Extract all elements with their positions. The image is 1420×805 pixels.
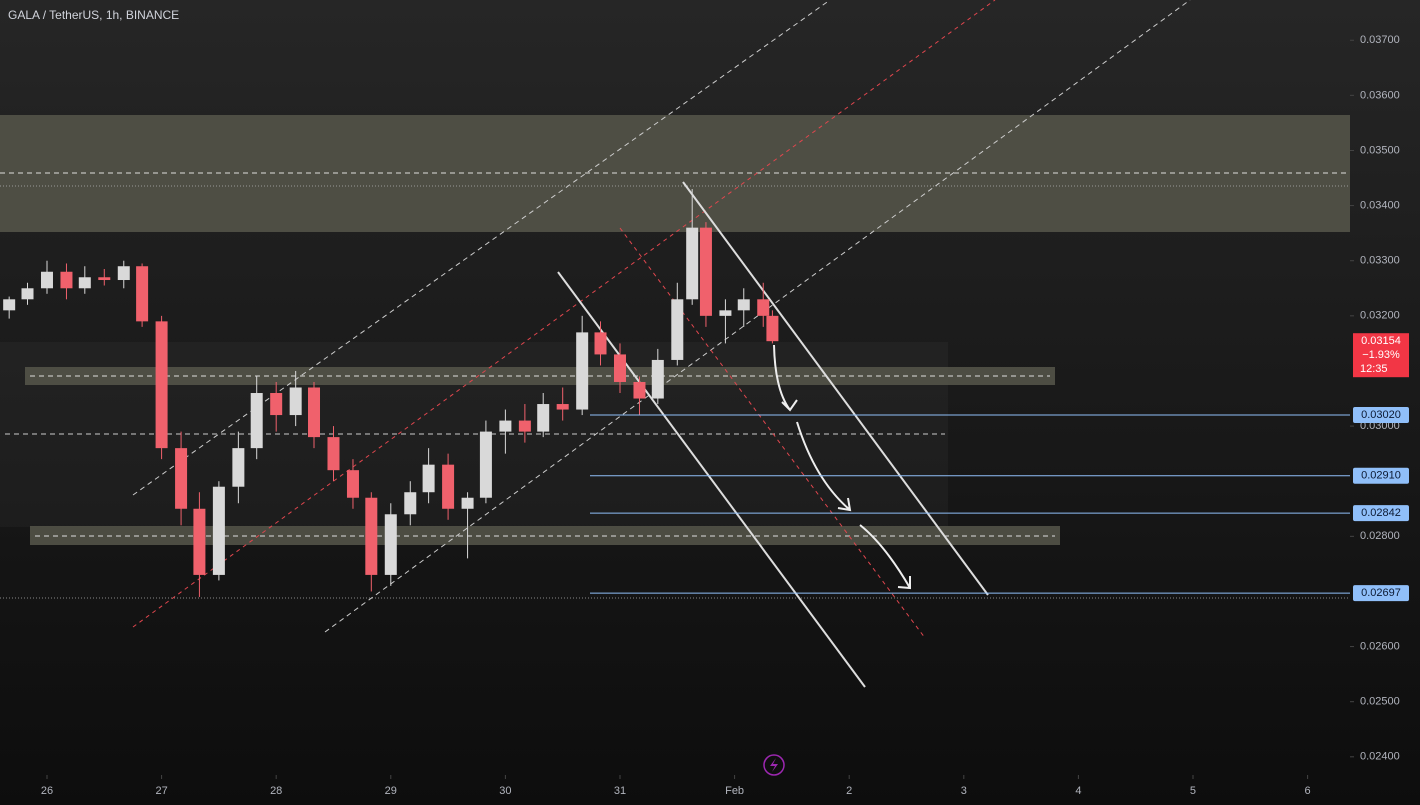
chart-title: GALA / TetherUS, 1h, BINANCE [8,8,179,22]
x-tick-label: Feb [725,785,744,797]
channel-line [324,0,1191,633]
candle-body [40,271,53,289]
y-tick-label: 0.03400 [1360,200,1400,212]
candle-body [193,508,206,575]
candle-body [737,299,750,311]
candle-body [60,271,73,289]
y-tick-label: 0.02600 [1360,640,1400,652]
candle-body [21,288,34,300]
candle-body [175,448,188,509]
y-tick-label: 0.02500 [1360,696,1400,708]
candle-body [155,321,168,449]
candle-body [719,310,732,316]
candle-body [594,332,607,355]
level-tag [1353,467,1409,484]
candle-body [3,299,16,311]
x-tick-label: 6 [1305,785,1311,797]
x-tick-label: 3 [961,785,967,797]
candle-body [461,497,474,509]
y-tick-label: 0.03200 [1360,310,1400,322]
x-tick-label: 5 [1190,785,1196,797]
lightning-icon[interactable] [763,754,785,776]
countdown: 12:35 [1360,363,1388,375]
candle-body [232,448,245,487]
last-change: −1.93% [1362,349,1400,361]
y-tick-label: 0.03700 [1360,34,1400,46]
candle-body [699,227,712,316]
candle-body [613,354,626,382]
channel-mid [132,0,996,628]
last-price: 0.03154 [1361,335,1401,347]
lightning-glyph [770,758,778,772]
marks [3,39,1354,779]
x-tick-label: 28 [270,785,282,797]
arrow [859,524,911,590]
zone [25,367,1055,385]
level-label: 0.02697 [1361,587,1401,599]
x-tick-label: 31 [614,785,626,797]
candle-body [404,492,417,515]
zone [30,526,1060,545]
x-tick-label: 4 [1075,785,1081,797]
y-tick-label: 0.03500 [1360,144,1400,156]
x-tick-label: 2 [846,785,852,797]
candle-body [365,497,378,575]
candle-body [327,437,340,471]
candle-body [270,393,283,416]
down-channel [557,271,866,688]
level-label: 0.03020 [1361,409,1401,421]
candle-body [117,266,130,281]
candle-body [518,420,531,432]
candle-body [250,393,263,449]
level-label: 0.02842 [1361,507,1401,519]
candle-body [671,299,684,360]
candle-body [422,464,435,493]
x-tick-label: 27 [155,785,167,797]
y-tick-label: 0.03300 [1360,255,1400,267]
candle-body [346,470,359,498]
level-label: 0.02910 [1361,470,1401,482]
candle-body [537,404,550,432]
arrow [773,344,798,412]
level-tag [1353,585,1409,602]
candle-body [556,404,569,410]
candle-body [479,431,492,498]
candle-body [98,277,111,281]
down-channel [682,181,989,596]
candle-body [766,315,779,342]
candle-body [757,299,770,316]
candle-body [499,420,512,432]
x-tick-label: 30 [499,785,511,797]
channel-mid [619,227,926,639]
candle-body [212,486,225,575]
last-price-tag [1353,333,1409,378]
candle-body [289,387,302,416]
candle-body [442,464,455,509]
channel-line [132,0,831,496]
candle-body [686,227,699,300]
candle-body [136,266,149,322]
candle-body [651,359,664,399]
y-tick-label: 0.02800 [1360,530,1400,542]
candle-body [576,332,589,410]
level-tag [1353,505,1409,522]
candle-body [308,387,321,438]
candle-body [78,277,91,289]
level-tag [1353,407,1409,424]
drawings [0,0,1350,688]
x-tick-label: 26 [41,785,53,797]
x-tick-label: 29 [385,785,397,797]
y-tick-label: 0.02400 [1360,751,1400,763]
arrow [796,421,852,512]
y-tick-label: 0.03600 [1360,89,1400,101]
candle-body [633,381,646,399]
candle-body [384,514,397,575]
